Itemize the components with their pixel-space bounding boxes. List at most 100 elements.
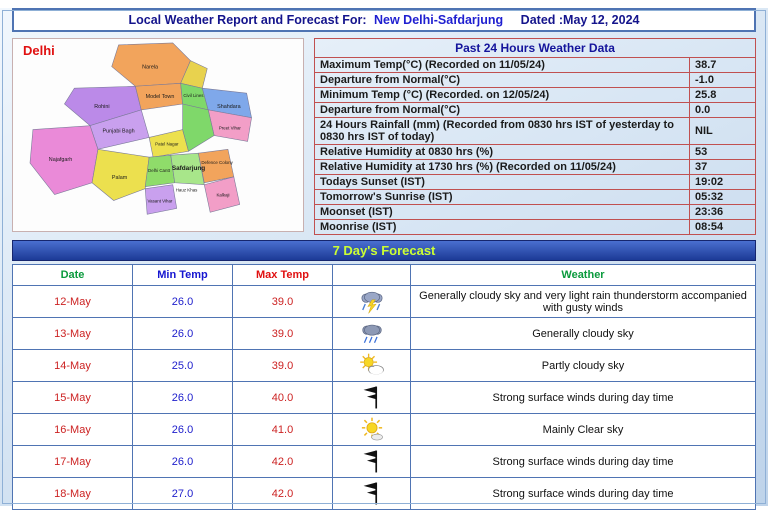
map-label: Defence Colony: [201, 160, 233, 165]
map-title: Delhi: [23, 43, 55, 58]
map-label: Shahdara: [217, 104, 240, 110]
district-shapes: [29, 42, 252, 215]
wind-flag-icon: [332, 477, 411, 510]
weather-report-page: Local Weather Report and Forecast For: N…: [0, 8, 768, 510]
forecast-date: 12-May: [12, 285, 133, 318]
forecast-row: 14-May 25.0 39.0 Partly cloudy sky: [12, 349, 756, 382]
map-label: Najafgarh: [49, 157, 72, 163]
report-date: Dated :May 12, 2024: [520, 13, 640, 27]
map-label: Palam: [112, 175, 128, 181]
metric-label: Moonset (IST): [314, 204, 690, 220]
forecast-row: 15-May 26.0 40.0 Strong surface winds du…: [12, 381, 756, 414]
table-row: Relative Humidity at 0830 hrs (%) 53: [314, 144, 756, 160]
metric-label: Maximum Temp(°C) (Recorded on 11/05/24): [314, 57, 690, 73]
map-label: Rohini: [94, 104, 109, 110]
table-row: Departure from Normal(°C) 0.0: [314, 102, 756, 118]
metric-label: Todays Sunset (IST): [314, 174, 690, 190]
forecast-row: 17-May 26.0 42.0 Strong surface winds du…: [12, 445, 756, 478]
table-row: Todays Sunset (IST) 19:02: [314, 174, 756, 190]
map-label: Hauz Khas: [176, 188, 198, 193]
metric-value: 38.7: [689, 57, 756, 73]
past-24h-title: Past 24 Hours Weather Data: [314, 38, 756, 58]
metric-value: 05:32: [689, 189, 756, 205]
forecast-row: 18-May 27.0 42.0 Strong surface winds du…: [12, 477, 756, 510]
sunny-icon: [332, 413, 411, 446]
forecast-row: 16-May 26.0 41.0 Mainly Clear sky: [12, 413, 756, 446]
metric-value: NIL: [689, 117, 756, 145]
metric-label: Moonrise (IST): [314, 219, 690, 235]
page-title: Local Weather Report and Forecast For: N…: [12, 8, 756, 32]
map-label: Delhi Cantt: [148, 168, 171, 173]
forecast-date: 13-May: [12, 317, 133, 350]
map-label: Vasant Vihar: [148, 198, 173, 203]
forecast-description: Strong surface winds during day time: [410, 445, 756, 478]
metric-label: Relative Humidity at 0830 hrs (%): [314, 144, 690, 160]
table-row: 24 Hours Rainfall (mm) (Recorded from 08…: [314, 117, 756, 145]
cloud-rain-icon: [332, 317, 411, 350]
wind-flag-icon: [332, 381, 411, 414]
past-24h-table: Past 24 Hours Weather Data Maximum Temp(…: [314, 38, 756, 235]
forecast-title-bar: 7 Day's Forecast: [12, 240, 756, 261]
map-label: Model Town: [146, 94, 175, 100]
metric-value: 08:54: [689, 219, 756, 235]
map-label: Punjabi Bagh: [103, 129, 135, 135]
forecast-description: Partly cloudy sky: [410, 349, 756, 382]
column-header-max-temp: Max Temp: [232, 264, 333, 286]
district-labels: Narela Rohini Model Town Civil Lines Sha…: [49, 65, 242, 204]
forecast-min-temp: 27.0: [132, 477, 233, 510]
table-header-row: Date Min Temp Max Temp Weather: [12, 264, 756, 286]
metric-label: Departure from Normal(°C): [314, 102, 690, 118]
metric-label: Minimum Temp (°C) (Recorded. on 12/05/24…: [314, 87, 690, 103]
forecast-row: 13-May 26.0 39.0 Generally cloudy sky: [12, 317, 756, 350]
table-row: Tomorrow's Sunrise (IST) 05:32: [314, 189, 756, 205]
metric-label: Tomorrow's Sunrise (IST): [314, 189, 690, 205]
forecast-description: Mainly Clear sky: [410, 413, 756, 446]
table-row: Maximum Temp(°C) (Recorded on 11/05/24) …: [314, 57, 756, 73]
column-header-date: Date: [12, 264, 133, 286]
partly-cloudy-icon: [332, 349, 411, 382]
forecast-min-temp: 26.0: [132, 413, 233, 446]
table-row: Departure from Normal(°C) -1.0: [314, 72, 756, 88]
map-label: Kalkaji: [216, 193, 229, 198]
forecast-description: Strong surface winds during day time: [410, 381, 756, 414]
forecast-max-temp: 42.0: [232, 445, 333, 478]
table-row: Minimum Temp (°C) (Recorded. on 12/05/24…: [314, 87, 756, 103]
metric-label: Relative Humidity at 1730 hrs (%) (Recor…: [314, 159, 690, 175]
metric-value: 0.0: [689, 102, 756, 118]
metric-value: 19:02: [689, 174, 756, 190]
forecast-date: 18-May: [12, 477, 133, 510]
table-row: Relative Humidity at 1730 hrs (%) (Recor…: [314, 159, 756, 175]
map-label: Civil Lines: [183, 93, 204, 98]
forecast-min-temp: 25.0: [132, 349, 233, 382]
forecast-min-temp: 26.0: [132, 445, 233, 478]
column-header-icon: [332, 264, 411, 286]
column-header-min-temp: Min Temp: [132, 264, 233, 286]
wind-flag-icon: [332, 445, 411, 478]
forecast-max-temp: 39.0: [232, 285, 333, 318]
metric-value: -1.0: [689, 72, 756, 88]
forecast-min-temp: 26.0: [132, 317, 233, 350]
metric-value: 25.8: [689, 87, 756, 103]
forecast-description: Generally cloudy sky: [410, 317, 756, 350]
map-label: Narela: [142, 65, 158, 71]
forecast-date: 17-May: [12, 445, 133, 478]
forecast-max-temp: 42.0: [232, 477, 333, 510]
forecast-min-temp: 26.0: [132, 381, 233, 414]
table-row: Moonset (IST) 23:36: [314, 204, 756, 220]
forecast-min-temp: 26.0: [132, 285, 233, 318]
forecast-date: 14-May: [12, 349, 133, 382]
forecast-max-temp: 41.0: [232, 413, 333, 446]
forecast-max-temp: 39.0: [232, 349, 333, 382]
map-label: Preet Vihar: [219, 126, 242, 131]
metric-label: 24 Hours Rainfall (mm) (Recorded from 08…: [314, 117, 690, 145]
forecast-date: 15-May: [12, 381, 133, 414]
metric-value: 37: [689, 159, 756, 175]
past-24h-panel: Past 24 Hours Weather Data Maximum Temp(…: [314, 38, 756, 235]
map-label: Patel Nagar: [155, 141, 179, 146]
map-label: Safdarjung: [172, 165, 205, 172]
thunderstorm-icon: [332, 285, 411, 318]
metric-value: 23:36: [689, 204, 756, 220]
column-header-weather: Weather: [410, 264, 756, 286]
forecast-date: 16-May: [12, 413, 133, 446]
forecast-max-temp: 39.0: [232, 317, 333, 350]
